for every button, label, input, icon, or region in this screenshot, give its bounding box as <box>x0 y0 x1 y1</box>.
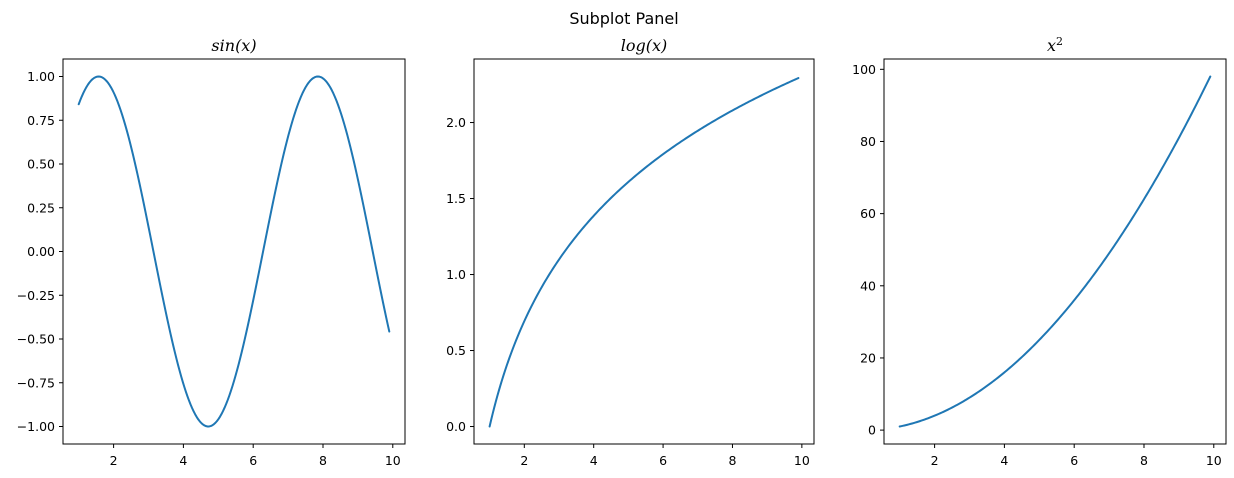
series-line-log <box>488 77 800 428</box>
x-tick-label-log: 8 <box>728 453 736 468</box>
x-tick-label-sin: 2 <box>110 453 118 468</box>
y-tick-label-sin: 0.50 <box>27 157 55 172</box>
series-line-square <box>898 75 1212 428</box>
x-tick-label-sin: 8 <box>319 453 327 468</box>
series-line-sin <box>77 75 391 428</box>
x-tick-label-square: 10 <box>1206 453 1222 468</box>
y-tick-label-log: 1.5 <box>446 191 466 206</box>
x-tick-label-square: 2 <box>931 453 939 468</box>
y-tick-label-sin: 0.25 <box>27 200 55 215</box>
x-tick-label-log: 2 <box>520 453 528 468</box>
x-tick-label-log: 6 <box>659 453 667 468</box>
y-tick-label-sin: 0.75 <box>27 113 55 128</box>
y-tick-label-square: 40 <box>860 278 876 293</box>
x-tick-label-sin: 6 <box>249 453 257 468</box>
y-tick-label-log: 1.0 <box>446 267 466 282</box>
x-tick-label-sin: 10 <box>385 453 401 468</box>
x-tick-label-square: 6 <box>1070 453 1078 468</box>
y-tick-label-square: 20 <box>860 350 876 365</box>
y-tick-label-log: 0.0 <box>446 419 466 434</box>
x-tick-label-log: 10 <box>794 453 810 468</box>
y-tick-label-log: 0.5 <box>446 343 466 358</box>
y-tick-label-sin: −0.25 <box>17 288 55 303</box>
y-tick-label-sin: 1.00 <box>27 69 55 84</box>
panel-title-log: log(x) <box>621 36 668 55</box>
x-tick-label-square: 8 <box>1140 453 1148 468</box>
y-tick-label-square: 60 <box>860 206 876 221</box>
axes-frame-sin <box>62 58 406 445</box>
y-tick-label-log: 2.0 <box>446 115 466 130</box>
figure-title: Subplot Panel <box>569 9 678 28</box>
axes-frame-square <box>883 58 1227 445</box>
subplot-sin: 2 4 6 8 10 −1.00 −0.75 −0.50 −0.25 0.00 0.25 0.50 0.… <box>17 36 406 468</box>
x-tick-label-square: 4 <box>1000 453 1008 468</box>
x-tick-label-log: 4 <box>590 453 598 468</box>
axes-frame-log <box>473 58 815 445</box>
y-tick-label-square: 0 <box>868 423 876 438</box>
y-tick-label-sin: −0.50 <box>17 332 55 347</box>
y-tick-label-sin: 0.00 <box>27 244 55 259</box>
y-tick-label-square: 80 <box>860 134 876 149</box>
panel-title-square: x2 <box>1047 35 1063 56</box>
panel-title-sin: sin(x) <box>211 36 256 55</box>
x-tick-label-sin: 4 <box>179 453 187 468</box>
y-tick-label-square: 100 <box>852 62 876 77</box>
subplot-log: 2 4 6 8 10 0.0 0.5 1.0 1.5 2.0 log(x) <box>446 36 815 468</box>
y-tick-label-sin: −0.75 <box>17 375 55 390</box>
y-tick-label-sin: −1.00 <box>17 419 55 434</box>
